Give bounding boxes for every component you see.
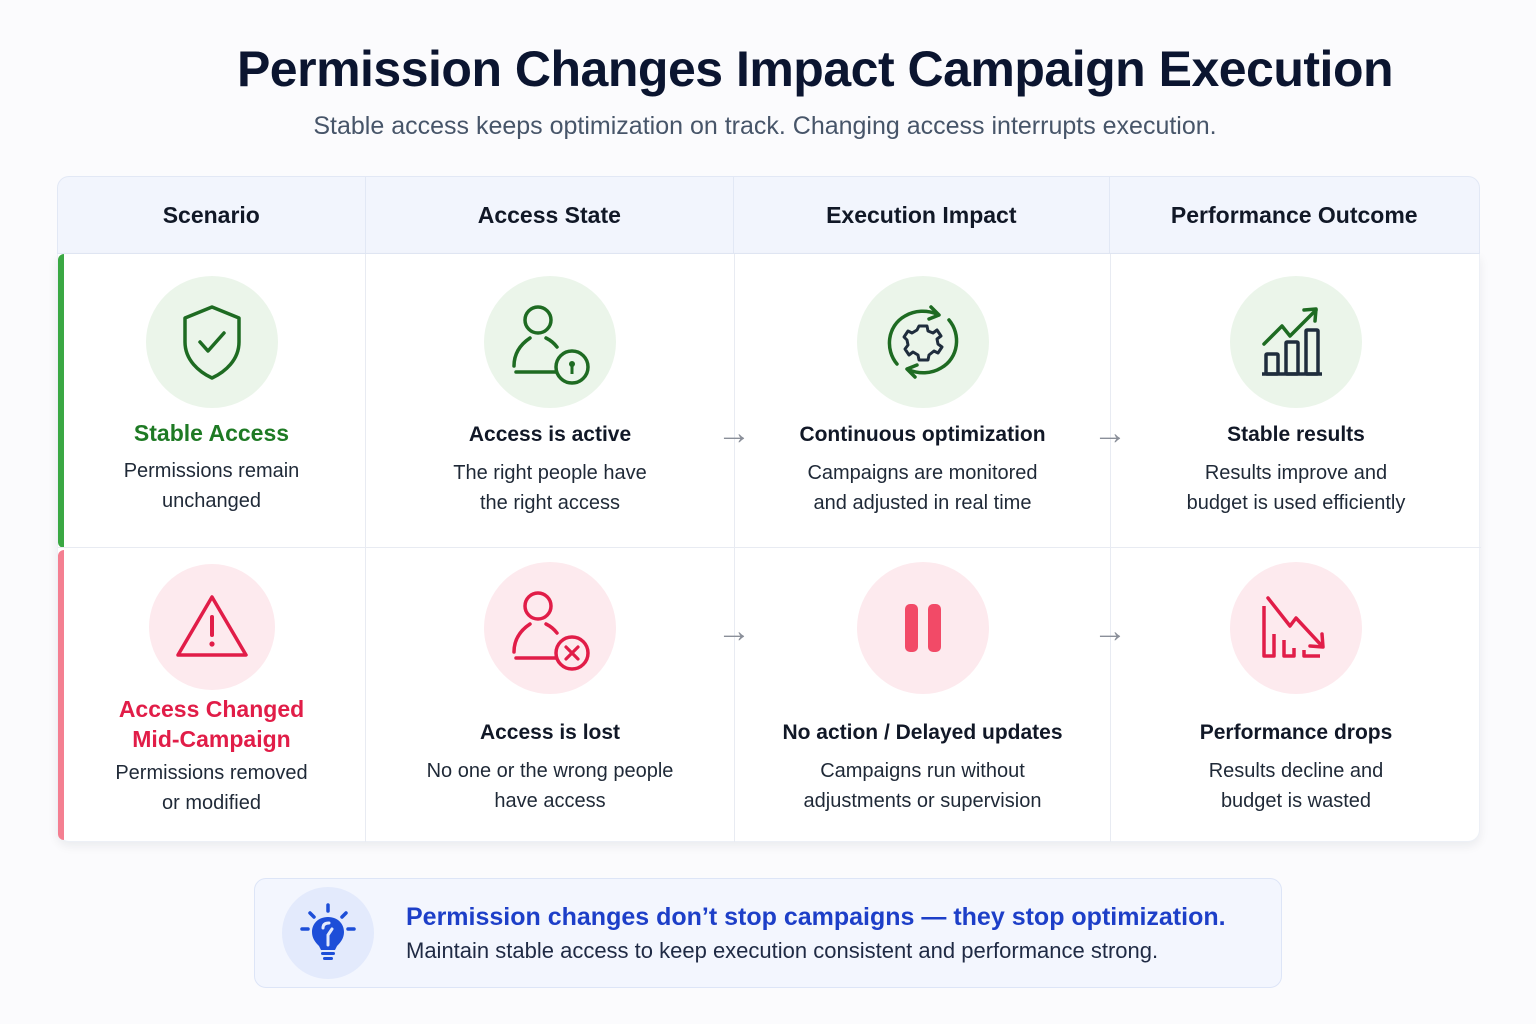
desc-line: budget is wasted xyxy=(1220,790,1372,812)
desc-line: have access xyxy=(494,790,606,812)
access-state-desc: The right people have the right access xyxy=(453,458,646,518)
scenario-desc: Permissions removed or modified xyxy=(115,758,307,818)
cell-scenario: Stable Access Permissions remain unchang… xyxy=(58,254,366,547)
column-header-performance-outcome: Performance Outcome xyxy=(1170,201,1418,228)
access-state-title: Access is active xyxy=(468,423,632,446)
callout-subtitle: Maintain stable access to keep execution… xyxy=(406,937,1159,963)
column-header-execution-impact: Execution Impact xyxy=(734,177,1110,253)
desc-line: No one or the wrong people xyxy=(426,760,674,782)
arrow-right-icon: → xyxy=(1093,414,1127,452)
title-line: Mid-Campaign xyxy=(132,726,291,752)
shield-check-icon xyxy=(145,276,278,408)
changed-row-accent xyxy=(58,550,64,840)
user-lock-icon xyxy=(484,276,616,408)
user-x-icon xyxy=(484,562,616,694)
desc-line: Results improve and xyxy=(1204,462,1388,484)
execution-impact-desc: Campaigns run without adjustments or sup… xyxy=(804,756,1042,816)
access-state-title: Access is lost xyxy=(479,721,621,744)
cell-scenario: Access Changed Mid-Campaign Permissions … xyxy=(58,548,366,842)
performance-outcome-desc: Results decline and budget is wasted xyxy=(1209,756,1384,816)
key-takeaway-callout: Permission changes don’t stop campaigns … xyxy=(254,878,1282,988)
execution-impact-desc: Campaigns are monitored and adjusted in … xyxy=(807,458,1037,518)
chart-up-icon xyxy=(1230,276,1362,408)
desc-line: Permissions removed xyxy=(115,762,308,784)
stable-row-accent xyxy=(58,254,64,548)
cell-access-state: Access is lost No one or the wrong peopl… xyxy=(366,548,751,842)
table-row-stable: Stable Access Permissions remain unchang… xyxy=(58,254,1481,548)
arrow-right-icon: → xyxy=(717,612,751,650)
desc-line: Permissions remain xyxy=(123,460,300,482)
scenario-title: Stable Access xyxy=(133,420,290,446)
desc-line: the right access xyxy=(479,492,621,514)
cell-execution-impact: No action / Delayed updates Campaigns ru… xyxy=(735,548,1127,842)
desc-line: The right people have xyxy=(453,462,647,484)
column-header-scenario: Scenario xyxy=(58,177,366,253)
title-line: Access Changed xyxy=(118,696,305,722)
arrow-right-icon: → xyxy=(717,414,751,452)
page-subtitle: Stable access keeps optimization on trac… xyxy=(313,112,1217,140)
desc-line: Campaigns are monitored xyxy=(807,462,1038,484)
cell-performance-outcome: Stable results Results improve and budge… xyxy=(1111,254,1481,547)
scenario-title: Access Changed Mid-Campaign xyxy=(119,694,304,754)
page-title: Permission Changes Impact Campaign Execu… xyxy=(236,41,1394,97)
execution-impact-title: No action / Delayed updates xyxy=(782,721,1063,744)
warning-icon xyxy=(148,564,275,690)
execution-impact-title: Continuous optimization xyxy=(799,423,1046,446)
lightbulb-icon xyxy=(282,887,374,979)
desc-line: Campaigns run without xyxy=(820,760,1025,782)
desc-line: or modified xyxy=(162,792,261,814)
callout-text: Permission changes don’t stop campaigns … xyxy=(406,903,1226,964)
arrow-right-icon: → xyxy=(1093,612,1127,650)
desc-line: Results decline and xyxy=(1208,760,1384,782)
desc-line: and adjusted in real time xyxy=(813,492,1032,514)
performance-outcome-title: Stable results xyxy=(1227,423,1365,446)
access-state-desc: No one or the wrong people have access xyxy=(427,756,674,816)
cell-performance-outcome: Performance drops Results decline and bu… xyxy=(1111,548,1481,842)
performance-outcome-desc: Results improve and budget is used effic… xyxy=(1187,458,1406,518)
table-body: Stable Access Permissions remain unchang… xyxy=(57,254,1481,842)
desc-line: unchanged xyxy=(162,490,261,512)
refresh-gear-icon xyxy=(856,276,989,408)
desc-line: budget is used efficiently xyxy=(1186,492,1406,514)
scenario-desc: Permissions remain unchanged xyxy=(124,456,300,516)
callout-title: Permission changes don’t stop campaigns … xyxy=(406,902,1226,931)
cell-access-state: Access is active The right people have t… xyxy=(366,254,751,547)
desc-line: adjustments or supervision xyxy=(803,790,1042,812)
column-header-access-state: Access State xyxy=(366,177,735,253)
performance-outcome-title: Performance drops xyxy=(1199,721,1393,744)
chart-down-icon xyxy=(1230,562,1362,694)
table-row-changed: Access Changed Mid-Campaign Permissions … xyxy=(58,548,1481,842)
comparison-table: Scenario Access State Execution Impact P… xyxy=(57,176,1481,842)
pause-icon xyxy=(856,562,989,694)
cell-execution-impact: Continuous optimization Campaigns are mo… xyxy=(735,254,1127,547)
table-header: Scenario Access State Execution Impact P… xyxy=(57,176,1480,254)
